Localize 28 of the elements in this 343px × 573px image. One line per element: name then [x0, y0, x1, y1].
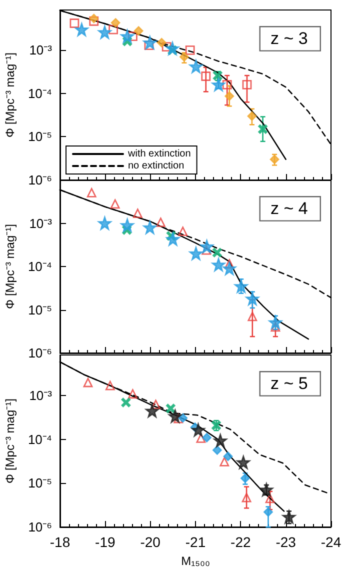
y-tick-label: 10⁻⁵ — [28, 302, 52, 318]
y-tick-label: 10⁻⁴ — [28, 432, 52, 447]
y-axis-title: Φ [Mpc⁻³ mag⁻¹] — [3, 52, 17, 138]
y-axis-title: Φ [Mpc⁻³ mag⁻¹] — [3, 398, 17, 484]
x-tick-label: -18 — [50, 534, 70, 550]
y-tick-label: 10⁻⁶ — [28, 346, 52, 360]
y-tick-label: 10⁻⁶ — [28, 172, 52, 188]
x-axis-title: M₁₅₀₀ — [181, 554, 210, 568]
annotation: z ~ 4 — [270, 199, 308, 218]
y-tick-label: 10⁻⁵ — [28, 129, 52, 144]
y-tick-label: 10⁻⁶ — [28, 520, 52, 534]
x-tick-label: -23 — [276, 534, 296, 550]
legend-label: no extinction — [128, 160, 184, 172]
annotation: z ~ 3 — [270, 29, 308, 48]
y-tick-label: 10⁻⁵ — [28, 476, 52, 491]
x-tick-label: -22 — [230, 534, 251, 550]
x-tick-label: -24 — [320, 534, 342, 550]
annotation: z ~ 5 — [270, 374, 308, 394]
y-tick-label: 10⁻³ — [29, 42, 53, 58]
legend-label: with extinction — [127, 148, 191, 160]
x-tick-label: -20 — [140, 534, 161, 550]
y-tick-label: 10⁻³ — [29, 388, 53, 404]
x-tick-label: -21 — [185, 534, 206, 550]
y-tick-label: 10⁻⁴ — [28, 259, 52, 274]
x-tick-label: -19 — [95, 534, 116, 550]
y-tick-label: 10⁻⁴ — [28, 86, 52, 101]
y-axis-title: Φ [Mpc⁻³ mag⁻¹] — [3, 224, 17, 309]
y-tick-label: 10⁻³ — [29, 216, 53, 231]
